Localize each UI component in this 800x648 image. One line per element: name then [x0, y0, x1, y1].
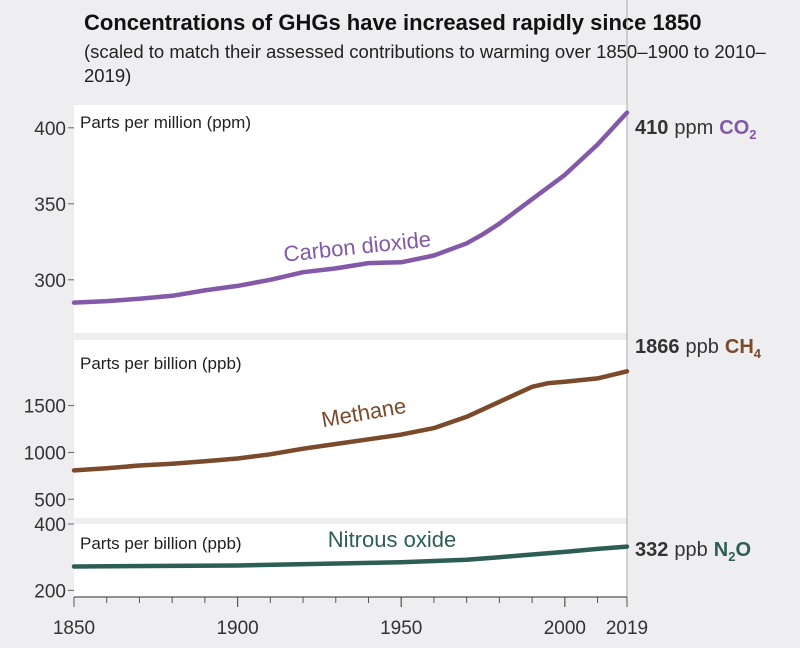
co2-series-line	[71, 110, 630, 305]
n2o-gas-subscript: 2	[728, 549, 735, 564]
co2-gas-subscript: 2	[749, 127, 756, 142]
x-tick-label: 1950	[380, 618, 422, 639]
ch4-series-line	[71, 369, 630, 473]
chart-title: Concentrations of GHGs have increased ra…	[84, 10, 702, 35]
x-tick-label: 2000	[544, 618, 586, 639]
ch4-panel	[74, 340, 627, 518]
x-axis-ticks: 1850 1900 1950 2000 2019	[53, 597, 648, 639]
n2o-gas-formula-suffix: O	[735, 539, 751, 561]
ch4-y-tick-label: 500	[34, 490, 66, 511]
n2o-end-label: 332 ppb N2O	[635, 539, 751, 564]
ch4-unit-label: Parts per billion (ppb)	[80, 354, 242, 373]
x-tick-label: 1850	[53, 618, 95, 639]
chart-subtitle: (scaled to match their assessed contribu…	[84, 41, 766, 86]
co2-end-unit: ppm	[674, 117, 713, 139]
ch4-end-value: 1866	[635, 336, 680, 358]
co2-end-value: 410	[635, 117, 668, 139]
co2-y-tick-label: 300	[34, 271, 66, 292]
co2-unit-label: Parts per million (ppm)	[80, 113, 251, 132]
n2o-series-line	[71, 544, 630, 569]
x-tick-label: 2019	[606, 618, 648, 639]
n2o-y-tick-label: 200	[34, 581, 66, 602]
ch4-end-unit: ppb	[686, 336, 719, 358]
n2o-end-unit: ppb	[674, 539, 707, 561]
y-axis-ticks: 300 350 400 500 1000 1500 200 400	[24, 119, 74, 602]
co2-y-tick-label: 400	[34, 119, 66, 140]
ch4-end-label: 1866 ppb CH4	[635, 336, 762, 361]
co2-gas-formula: CO	[719, 117, 749, 139]
co2-end-label: 410 ppm CO2	[635, 117, 757, 142]
ch4-gas-formula: CH	[725, 336, 754, 358]
ch4-y-tick-label: 1000	[24, 443, 66, 464]
co2-y-tick-label: 350	[34, 195, 66, 216]
n2o-end-value: 332	[635, 539, 668, 561]
n2o-gas-formula: N	[714, 539, 728, 561]
ch4-gas-subscript: 4	[754, 346, 762, 361]
n2o-series-annotation: Nitrous oxide	[328, 527, 456, 552]
n2o-y-tick-label: 400	[34, 515, 66, 536]
n2o-panel	[74, 524, 627, 597]
n2o-unit-label: Parts per billion (ppb)	[80, 534, 242, 553]
ch4-y-tick-label: 1500	[24, 397, 66, 418]
x-tick-label: 1900	[216, 618, 258, 639]
